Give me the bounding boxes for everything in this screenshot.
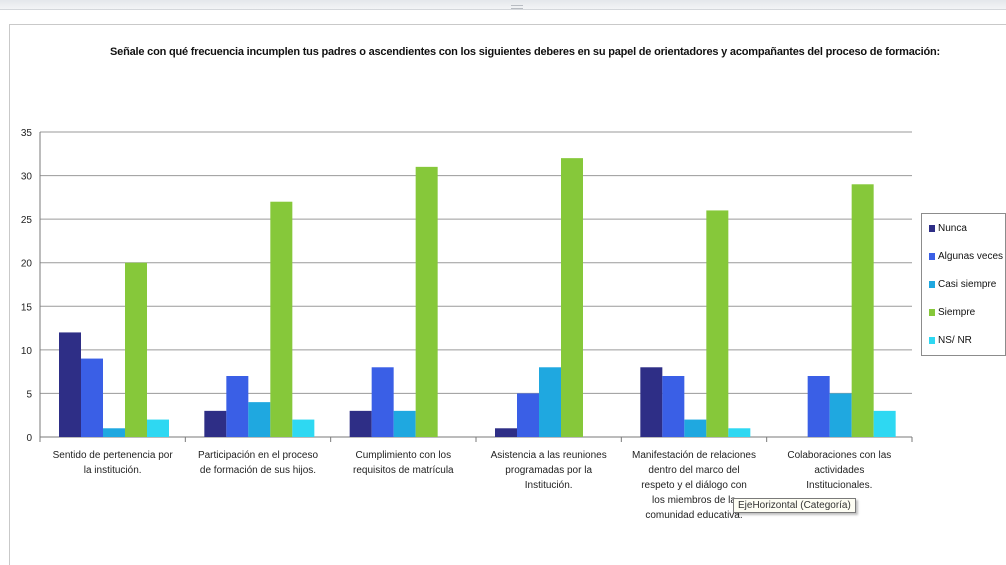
legend-swatch bbox=[929, 336, 935, 344]
y-tick-label: 25 bbox=[21, 215, 33, 226]
bar bbox=[873, 410, 896, 437]
chart-title: Señale con qué frecuencia incumplen tus … bbox=[110, 46, 940, 58]
legend-swatch bbox=[929, 252, 935, 260]
y-tick-label: 15 bbox=[21, 302, 33, 313]
y-tick-label: 10 bbox=[21, 346, 33, 357]
legend-item: Siempre bbox=[929, 306, 975, 320]
x-category-label: Sentido de pertenencia por la institución… bbox=[53, 450, 174, 476]
x-category-label: Manifestación de relaciones dentro del ma… bbox=[632, 450, 756, 521]
legend-label: Casi siempre bbox=[938, 279, 997, 290]
legend-label: Nunca bbox=[938, 223, 967, 234]
y-tick-label: 0 bbox=[26, 433, 32, 444]
bar bbox=[415, 166, 438, 437]
bar bbox=[728, 428, 751, 437]
legend-item: NS/ NR bbox=[929, 334, 972, 348]
bar bbox=[125, 262, 147, 437]
legend-label: NS/ NR bbox=[938, 335, 972, 346]
bar bbox=[807, 376, 830, 437]
y-tick-label: 30 bbox=[21, 172, 33, 183]
bar bbox=[204, 410, 227, 437]
y-tick-label: 20 bbox=[21, 259, 33, 270]
legend-item: Nunca bbox=[929, 222, 967, 236]
bar bbox=[59, 332, 81, 437]
legend-swatch bbox=[929, 224, 935, 232]
y-tick-label: 35 bbox=[21, 128, 33, 139]
bar bbox=[270, 201, 293, 437]
bar bbox=[561, 158, 583, 437]
legend-label: Siempre bbox=[938, 307, 976, 318]
bar bbox=[684, 419, 707, 437]
legend-label: Algunas veces bbox=[938, 251, 1004, 262]
bar bbox=[371, 367, 394, 437]
bar bbox=[393, 410, 416, 437]
legend-item: Casi siempre bbox=[929, 278, 996, 292]
bar bbox=[495, 428, 517, 437]
legend-swatch bbox=[929, 308, 935, 316]
bar-chart-plot: 0 5 10 15 20 25 30 35 Sentido de pertenencia por… bbox=[21, 128, 913, 521]
bar bbox=[226, 376, 249, 437]
x-category-label: Asistencia a las reuniones programadas po… bbox=[491, 450, 607, 491]
bar bbox=[349, 410, 372, 437]
bar bbox=[829, 393, 852, 437]
window-top-strip bbox=[0, 0, 1006, 10]
y-tick-label: 5 bbox=[26, 389, 32, 400]
bar bbox=[662, 376, 685, 437]
x-category-label: Cumplimiento con los requisitos de matríc… bbox=[353, 450, 454, 476]
chart-area-border bbox=[9, 24, 1006, 565]
bar bbox=[539, 367, 561, 437]
legend-item: Algunas veces bbox=[929, 250, 1003, 264]
bar bbox=[103, 428, 125, 437]
chart-legend: Nunca Algunas veces Casi siempre Siempre NS/… bbox=[921, 213, 1006, 356]
bar bbox=[147, 419, 169, 437]
bar bbox=[248, 402, 271, 437]
bar bbox=[640, 367, 663, 437]
legend-swatch bbox=[929, 280, 935, 288]
bar bbox=[292, 419, 315, 437]
x-category-label: Colaboraciones con las actividades Institu… bbox=[787, 450, 891, 491]
x-category-label: Participación en el proceso de formación … bbox=[198, 450, 319, 476]
axis-tooltip: EjeHorizontal (Categoría) bbox=[733, 498, 856, 513]
bar bbox=[851, 184, 874, 437]
bar bbox=[517, 393, 539, 437]
bar bbox=[81, 358, 103, 437]
resize-grip-icon[interactable] bbox=[511, 5, 523, 9]
bar bbox=[706, 210, 729, 437]
